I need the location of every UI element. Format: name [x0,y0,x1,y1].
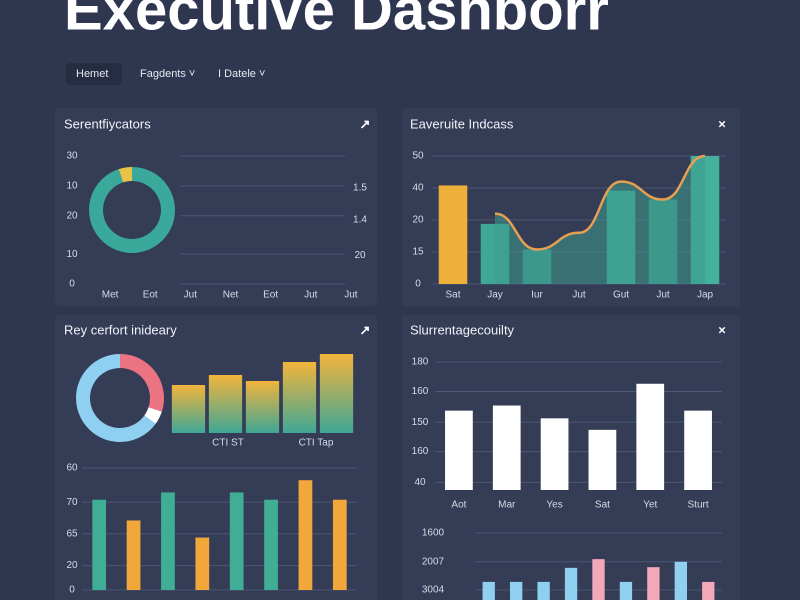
panel-title: Eaveruite Indcass [410,116,514,131]
bar [588,429,617,490]
y-tick-label: 160 [412,386,429,397]
x-tick-label: Yes [546,500,562,511]
y-tick-label: 0 [69,279,75,290]
y-tick-label: 70 [66,497,78,508]
panel-title: Slurrentagecouilty [410,322,515,337]
bar [171,385,206,433]
bar [647,567,660,600]
bar [674,561,688,600]
bar [445,410,473,490]
line [494,154,706,251]
x-tick-label: Jut [344,290,358,301]
y-tick-label: 20 [66,560,78,571]
x-tick-label: Eot [263,290,278,301]
x-tick-label: Yet [643,500,657,511]
panel [55,108,377,306]
x-tick-label: Met [102,290,119,301]
panel-title: Rey cerfort inideary [64,322,177,337]
x-tick-label: Eot [143,290,158,301]
bar [208,375,243,433]
bar [229,492,244,590]
page-title: Executive Dashborr [64,0,609,42]
bar [298,480,313,590]
bar [245,381,280,433]
bar [492,405,521,490]
y-tick-label: 3004 [422,585,445,596]
y-tick-label: 160 [412,446,429,457]
x-tick-label: Sat [595,500,610,511]
y-tick-label: 40 [414,477,426,488]
y-tick-label: 180 [412,357,429,368]
y-tick-label: 0 [415,279,421,290]
bar [195,537,210,590]
y-tick-label: 1600 [422,528,445,539]
y-tick-label: 20 [66,210,78,221]
annotation: CTI Tap [299,438,334,449]
bar [161,492,175,590]
y-tick-label: 30 [66,151,78,162]
bar [540,418,569,490]
close-icon[interactable]: × [718,116,726,131]
area [495,156,705,284]
bar [636,383,665,490]
bar [264,499,278,590]
y-tick-label: 50 [412,151,424,162]
x-tick-label: Jut [656,290,670,301]
x-tick-label: Gut [613,290,629,301]
bar [319,354,354,433]
x-tick-label: Jut [184,290,198,301]
y2-tick-label: 1.5 [353,183,367,194]
x-tick-label: Jay [487,290,503,301]
bar [564,567,578,600]
y2-tick-label: 1.4 [353,215,367,226]
bar [509,581,523,600]
y-tick-label: 0 [69,585,75,596]
annotation: CTI ST [212,438,244,449]
close-icon[interactable]: × [718,322,726,337]
bar [92,499,107,590]
donut-segment [118,167,133,183]
tab[interactable]: I Datele ˅ [218,68,265,80]
bar [282,362,317,433]
y-tick-label: 15 [412,247,424,258]
x-tick-label: Jut [572,290,586,301]
donut-segment [144,407,162,424]
expand-icon[interactable]: ↗ [360,116,371,131]
tab[interactable]: Hemet [76,68,108,80]
x-tick-label: Sat [445,290,460,301]
x-tick-label: Net [223,290,239,301]
bar [684,410,712,490]
y2-tick-label: 20 [354,250,366,261]
x-tick-label: Jap [697,290,714,301]
tab[interactable]: Fagdents ˅ [140,68,195,80]
y-tick-label: 65 [66,529,78,540]
y-tick-label: 10 [66,249,78,260]
bar [702,581,715,600]
x-tick-label: Iur [531,290,543,301]
expand-icon[interactable]: ↗ [360,322,371,337]
x-tick-label: Jut [304,290,318,301]
bar [537,581,550,600]
donut-segment [76,354,156,442]
bar [126,520,141,590]
donut-segment [119,354,164,412]
y-tick-label: 10 [66,181,78,192]
bar [592,559,605,600]
panel-title: Serentfiycators [64,116,151,131]
x-tick-label: Sturt [688,500,709,511]
bar [332,499,347,590]
bar [482,581,495,600]
y-tick-label: 20 [412,215,424,226]
y-tick-label: 40 [412,183,424,194]
y-tick-label: 2007 [422,556,445,567]
y-tick-label: 150 [412,417,429,428]
bar [438,185,468,284]
y-tick-label: 60 [66,463,78,474]
active-tab-bg [66,63,122,85]
x-tick-label: Mar [498,500,516,511]
x-tick-label: Aot [451,500,466,511]
bar [619,581,633,600]
donut-segment [89,167,175,253]
